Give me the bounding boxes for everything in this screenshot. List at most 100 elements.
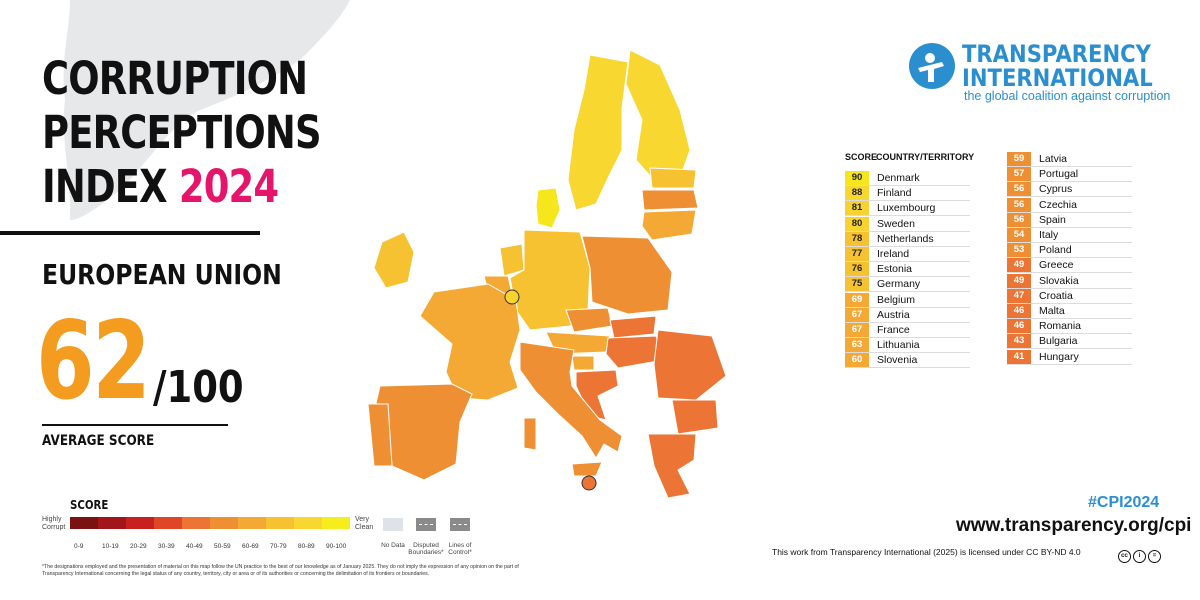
table-row-country: Malta — [1039, 305, 1065, 317]
table-row-score: 76 — [845, 262, 869, 277]
legend-bin-label: 60-69 — [242, 543, 259, 550]
legend-swatch — [70, 517, 98, 529]
greenland-silhouette — [63, 0, 350, 220]
table-row-country: Slovakia — [1039, 274, 1079, 287]
table-row-country: Portugal — [1039, 168, 1079, 181]
cc-license-icons: cc i = — [1118, 544, 1163, 563]
legend-swatch — [98, 517, 126, 529]
table-row-score: 88 — [845, 186, 869, 201]
legend-bin-label: 40-49 — [186, 543, 203, 550]
table-row-score: 67 — [845, 323, 869, 337]
table-row-country: Poland — [1039, 244, 1072, 257]
map-malta-marker — [581, 475, 597, 491]
map-latvia — [641, 189, 699, 211]
logo-text-line-2: INTERNATIONAL — [962, 64, 1153, 92]
title-line-2: PERCEPTIONS — [42, 106, 322, 159]
table-row-country: Lithuania — [877, 339, 920, 352]
map-hungary — [605, 335, 665, 369]
map-ireland — [373, 231, 415, 289]
legend-bin-label: 80-89 — [298, 543, 315, 550]
table-row-score: 81 — [845, 201, 869, 216]
table-row-country: Luxembourg — [877, 202, 936, 215]
legend-right-end: Very Clean — [355, 516, 374, 531]
table-row: 59 Latvia — [1007, 152, 1132, 167]
average-score-label: AVERAGE SCORE — [42, 433, 155, 449]
map-sardinia — [523, 417, 537, 451]
legend-swatch — [322, 517, 350, 529]
legend-swatch — [182, 517, 210, 529]
map-finland — [625, 49, 691, 179]
title-index-text: INDEX — [42, 160, 168, 213]
table-row-score: 67 — [845, 307, 869, 322]
table-row-country: Sweden — [877, 217, 915, 230]
table-row: 43 Bulgaria — [1007, 334, 1132, 350]
legend-extra-label: Disputed Boundaries* — [408, 542, 444, 556]
map-luxembourg-marker — [504, 289, 520, 305]
table-row-country: Spain — [1039, 213, 1066, 226]
region-name: EUROPEAN UNION — [42, 258, 282, 291]
table-row-country: Greece — [1039, 259, 1074, 272]
title-year: 2024 — [178, 160, 279, 213]
table-row: 90 Denmark — [845, 171, 970, 186]
table-row: 56 Czechia — [1007, 197, 1132, 213]
table-row: 67 Austria — [845, 307, 970, 323]
table-country-header: COUNTRY/TERRITORY — [876, 152, 975, 162]
legend-swatch — [294, 517, 322, 529]
map-portugal — [367, 403, 393, 467]
legend-bin-label: 90-100 — [326, 543, 347, 550]
table-row-score: 63 — [845, 338, 869, 353]
license-text: This work from Transparency Internationa… — [772, 547, 1081, 557]
table-row-score: 56 — [1007, 182, 1031, 197]
legend-extra-label: Lines of Control* — [448, 542, 472, 556]
map-romania — [653, 329, 727, 401]
table-row: 46 Malta — [1007, 304, 1132, 319]
legend-extra-swatch — [416, 518, 436, 531]
title-divider — [0, 231, 260, 235]
table-row: 60 Slovenia — [845, 353, 970, 369]
table-row: 69 Belgium — [845, 292, 970, 308]
average-score-out-of: /100 — [153, 362, 244, 413]
cc-icon: cc — [1118, 550, 1131, 563]
eu-map — [367, 49, 727, 499]
table-row-score: 69 — [845, 292, 869, 307]
legend-bin-label: 10-19 — [102, 543, 119, 550]
website-url[interactable]: www.transparency.org/cpi — [956, 515, 1192, 536]
table-row: 41 Hungary — [1007, 349, 1132, 365]
table-row-country: Belgium — [877, 293, 915, 306]
map-slovenia — [571, 355, 595, 371]
map-denmark — [535, 187, 561, 229]
table-row-country: Hungary — [1039, 350, 1079, 363]
table-row: 49 Greece — [1007, 258, 1132, 274]
table-row-score: 57 — [1007, 167, 1031, 182]
table-row: 67 France — [845, 323, 970, 338]
map-slovakia — [609, 315, 657, 339]
legend-extra-label: No Data — [381, 542, 405, 549]
logo-text-line-1: TRANSPARENCY — [962, 40, 1151, 68]
title-line-3: INDEX 2024 — [42, 160, 321, 214]
table-row-score: 78 — [845, 231, 869, 246]
table-row: 56 Cyprus — [1007, 182, 1132, 198]
table-row-country: Romania — [1039, 320, 1082, 333]
table-row: 80 Sweden — [845, 216, 970, 232]
table-row-score: 43 — [1007, 334, 1031, 349]
table-row-country: Czechia — [1039, 198, 1077, 211]
table-row-country: Germany — [877, 278, 921, 291]
legend-swatch — [210, 517, 238, 529]
legend-left-end: Highly Corrupt — [42, 516, 66, 531]
hashtag[interactable]: #CPI2024 — [1088, 494, 1160, 511]
map-sicily — [571, 461, 603, 477]
table-row: 57 Portugal — [1007, 167, 1132, 183]
map-estonia — [649, 167, 697, 189]
table-row-country: Italy — [1039, 229, 1059, 241]
transparency-international-logo-icon — [909, 43, 955, 89]
map-czechia — [565, 307, 613, 333]
table-row-score: 46 — [1007, 304, 1031, 318]
table-row-score: 80 — [845, 216, 869, 231]
table-row-country: Cyprus — [1039, 183, 1073, 196]
legend-swatch — [266, 517, 294, 529]
table-row-country: Latvia — [1039, 153, 1068, 165]
table-row-score: 49 — [1007, 273, 1031, 288]
table-row-score: 77 — [845, 247, 869, 261]
legend-title: SCORE — [70, 498, 109, 512]
table-row: 53 Poland — [1007, 243, 1132, 259]
